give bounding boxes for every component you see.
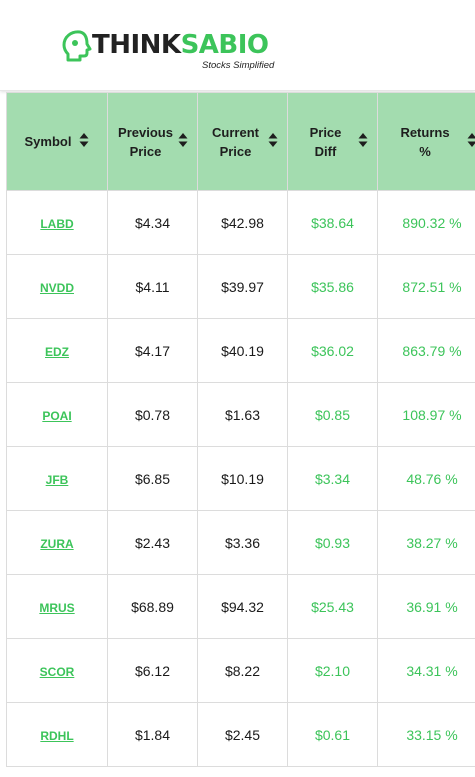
cell-price-diff: $2.10 xyxy=(287,638,378,703)
table-row: NVDD $4.11 $39.97 $35.86 872.51 % xyxy=(6,254,475,319)
cell-returns: 33.15 % xyxy=(377,702,475,767)
cell-previous-price: $68.89 xyxy=(107,574,198,639)
brand-tagline: Stocks Simplified xyxy=(202,60,275,71)
symbol-link[interactable]: NVDD xyxy=(39,280,74,295)
brand-name: THINKSABIO xyxy=(92,28,269,62)
column-header-previous-price[interactable]: Previous Price xyxy=(107,92,198,191)
head-bulb-icon xyxy=(62,30,92,62)
column-header-label: Symbol xyxy=(24,134,72,149)
table-header-row: Symbol Previous Price Current Price Price Diff… xyxy=(6,92,475,191)
table-row: EDZ $4.17 $40.19 $36.02 863.79 % xyxy=(6,318,475,383)
cell-previous-price: $0.78 xyxy=(107,382,198,447)
cell-symbol: JFB xyxy=(6,446,108,511)
brand-think: THINK xyxy=(92,30,181,60)
sort-arrows-icon[interactable] xyxy=(467,132,475,148)
sort-arrows-icon[interactable] xyxy=(268,132,278,148)
table-row: JFB $6.85 $10.19 $3.34 48.76 % xyxy=(6,446,475,511)
thinksabio-logo[interactable]: THINKSABIO Stocks Simplified xyxy=(60,26,290,74)
cell-returns: 34.31 % xyxy=(377,638,475,703)
cell-price-diff: $36.02 xyxy=(287,318,378,383)
symbol-link[interactable]: MRUS xyxy=(39,600,75,615)
symbol-link[interactable]: JFB xyxy=(45,472,69,487)
table-row: POAI $0.78 $1.63 $0.85 108.97 % xyxy=(6,382,475,447)
symbol-link[interactable]: SCOR xyxy=(39,664,75,679)
sort-arrows-icon[interactable] xyxy=(178,132,188,148)
symbol-link[interactable]: LABD xyxy=(40,216,74,231)
column-header-label: Current Price xyxy=(212,124,259,159)
cell-returns: 872.51 % xyxy=(377,254,475,319)
cell-current-price: $94.32 xyxy=(197,574,288,639)
cell-returns: 890.32 % xyxy=(377,190,475,255)
cell-previous-price: $4.17 xyxy=(107,318,198,383)
cell-previous-price: $4.11 xyxy=(107,254,198,319)
cell-price-diff: $0.61 xyxy=(287,702,378,767)
sort-arrows-icon[interactable] xyxy=(358,132,368,148)
symbol-link[interactable]: RDHL xyxy=(40,728,74,743)
table-row: RDHL $1.84 $2.45 $0.61 33.15 % xyxy=(6,702,475,767)
cell-price-diff: $0.85 xyxy=(287,382,378,447)
cell-symbol: MRUS xyxy=(6,574,108,639)
cell-previous-price: $2.43 xyxy=(107,510,198,575)
symbol-link[interactable]: ZURA xyxy=(40,536,74,551)
cell-symbol: ZURA xyxy=(6,510,108,575)
column-header-label: Returns% xyxy=(400,124,450,159)
cell-current-price: $10.19 xyxy=(197,446,288,511)
cell-price-diff: $0.93 xyxy=(287,510,378,575)
cell-symbol: RDHL xyxy=(6,702,108,767)
stocks-table: Symbol Previous Price Current Price Price Diff… xyxy=(6,92,475,767)
stocks-table-container[interactable]: Symbol Previous Price Current Price Price Diff… xyxy=(6,92,475,777)
cell-returns: 48.76 % xyxy=(377,446,475,511)
column-header-symbol[interactable]: Symbol xyxy=(6,92,108,191)
cell-current-price: $3.36 xyxy=(197,510,288,575)
cell-price-diff: $35.86 xyxy=(287,254,378,319)
sort-arrows-icon[interactable] xyxy=(79,132,89,148)
cell-symbol: LABD xyxy=(6,190,108,255)
column-header-label: Previous Price xyxy=(118,124,173,159)
cell-returns: 38.27 % xyxy=(377,510,475,575)
cell-symbol: SCOR xyxy=(6,638,108,703)
cell-previous-price: $6.85 xyxy=(107,446,198,511)
cell-symbol: POAI xyxy=(6,382,108,447)
cell-symbol: EDZ xyxy=(6,318,108,383)
cell-current-price: $40.19 xyxy=(197,318,288,383)
cell-returns: 863.79 % xyxy=(377,318,475,383)
column-header-returns[interactable]: Returns% xyxy=(377,92,475,191)
cell-current-price: $2.45 xyxy=(197,702,288,767)
cell-symbol: NVDD xyxy=(6,254,108,319)
cell-price-diff: $3.34 xyxy=(287,446,378,511)
column-header-label: Price Diff xyxy=(309,124,342,159)
table-row: SCOR $6.12 $8.22 $2.10 34.31 % xyxy=(6,638,475,703)
top-header: THINKSABIO Stocks Simplified xyxy=(0,0,475,91)
cell-returns: 36.91 % xyxy=(377,574,475,639)
column-header-price-diff[interactable]: Price Diff xyxy=(287,92,378,191)
cell-current-price: $39.97 xyxy=(197,254,288,319)
cell-previous-price: $1.84 xyxy=(107,702,198,767)
table-row: MRUS $68.89 $94.32 $25.43 36.91 % xyxy=(6,574,475,639)
cell-current-price: $1.63 xyxy=(197,382,288,447)
cell-previous-price: $4.34 xyxy=(107,190,198,255)
cell-previous-price: $6.12 xyxy=(107,638,198,703)
brand-sabio: SABIO xyxy=(180,30,269,60)
table-row: ZURA $2.43 $3.36 $0.93 38.27 % xyxy=(6,510,475,575)
table-body: LABD $4.34 $42.98 $38.64 890.32 % NVDD $4.11 $3… xyxy=(6,190,475,767)
cell-price-diff: $38.64 xyxy=(287,190,378,255)
symbol-link[interactable]: EDZ xyxy=(45,344,69,359)
symbol-link[interactable]: POAI xyxy=(42,408,72,423)
cell-current-price: $8.22 xyxy=(197,638,288,703)
column-header-current-price[interactable]: Current Price xyxy=(197,92,288,191)
cell-returns: 108.97 % xyxy=(377,382,475,447)
table-row: LABD $4.34 $42.98 $38.64 890.32 % xyxy=(6,190,475,255)
cell-price-diff: $25.43 xyxy=(287,574,378,639)
cell-current-price: $42.98 xyxy=(197,190,288,255)
